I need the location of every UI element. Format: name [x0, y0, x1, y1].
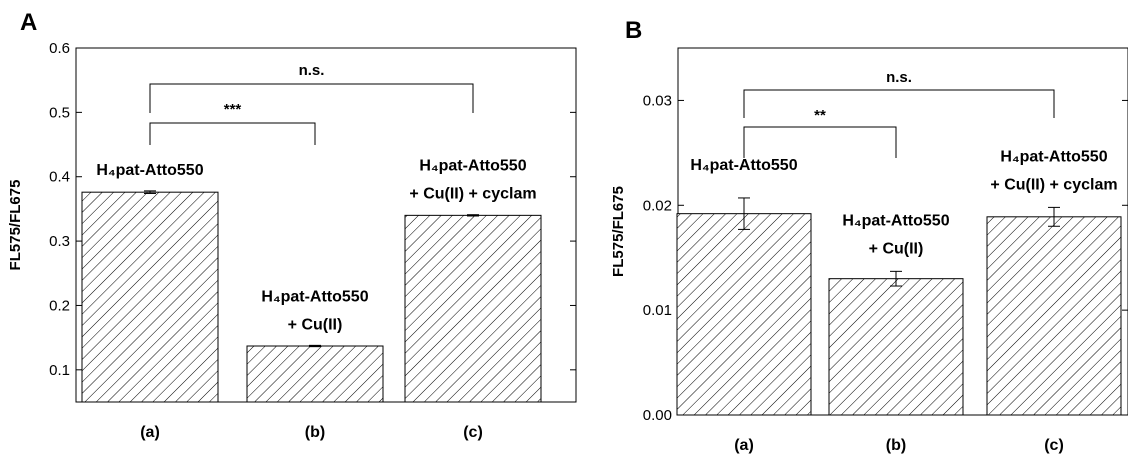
y-axis-title: FL575/FL675: [610, 186, 627, 277]
bar: [404, 214, 542, 403]
y-tick-label: 0.02: [643, 197, 672, 214]
significance-label: n.s.: [886, 69, 912, 86]
panel-label: B: [625, 17, 642, 44]
y-tick-label: 0.4: [49, 169, 70, 186]
category-label: (b): [886, 437, 906, 454]
y-tick-label: 0.6: [49, 40, 70, 57]
panel-b-chart: B 0.00 0.01 0.02 0.03 FL575/FL675 (a) H₄pat-Att…: [610, 17, 1128, 454]
bar-annotation: H₄pat-Atto550: [96, 162, 203, 179]
bar: [81, 191, 219, 403]
bar-annotation: + Cu(II): [288, 316, 343, 333]
significance-label: **: [814, 107, 826, 124]
category-label: (a): [140, 424, 160, 441]
category-label: (c): [463, 424, 483, 441]
y-axis-title: FL575/FL675: [7, 180, 24, 271]
y-tick-label: 0.03: [643, 92, 672, 109]
bar-annotation: H₄pat-Atto550: [842, 212, 949, 229]
panel-label: A: [20, 9, 37, 36]
bar: [828, 278, 964, 416]
bar-annotation: + Cu(II) + cyclam: [409, 186, 536, 203]
significance-bracket: [743, 89, 1055, 118]
category-label: (c): [1044, 437, 1064, 454]
category-label: (b): [305, 424, 325, 441]
significance-label: ***: [224, 101, 242, 118]
bar-annotation: + Cu(II): [869, 240, 924, 257]
bar-annotation: H₄pat-Atto550: [261, 288, 368, 305]
bar-annotation: H₄pat-Atto550: [690, 157, 797, 174]
y-tick-label: 0.1: [49, 362, 70, 379]
bar-annotation: H₄pat-Atto550: [419, 158, 526, 175]
y-tick-label: 0.00: [643, 407, 672, 424]
y-tick-label: 0.01: [643, 302, 672, 319]
significance-bracket: [149, 83, 474, 113]
bar: [986, 216, 1122, 416]
significance-bracket: [149, 122, 316, 145]
category-label: (a): [734, 437, 754, 454]
significance-label: n.s.: [299, 62, 325, 79]
y-tick-label: 0.2: [49, 297, 70, 314]
panel-a-chart: A 0.1 0.2 0.3 0.4 0.5 0.6 FL575/FL675 (a) H₄pat-A…: [7, 9, 577, 441]
bar: [676, 213, 812, 416]
y-tick-label: 0.3: [49, 233, 70, 250]
bar-annotation: + Cu(II) + cyclam: [990, 176, 1117, 193]
bar-annotation: H₄pat-Atto550: [1000, 148, 1107, 165]
significance-bracket: [743, 126, 897, 158]
y-tick-label: 0.5: [49, 104, 70, 121]
bar: [246, 345, 384, 403]
